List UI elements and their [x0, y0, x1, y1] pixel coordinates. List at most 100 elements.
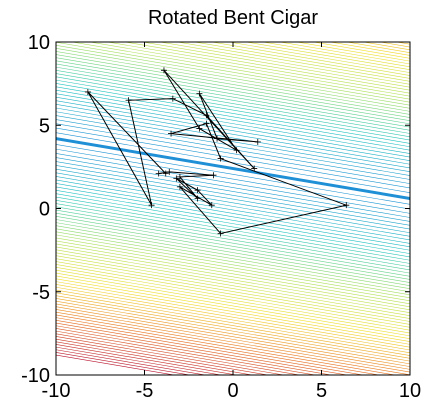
- series-point: [125, 97, 132, 104]
- contour-line: [56, 352, 192, 375]
- series-point: [169, 95, 176, 102]
- contour-line: [345, 42, 410, 53]
- contour-line: [56, 234, 410, 296]
- contour-line: [56, 96, 410, 158]
- contour-line: [56, 309, 410, 370]
- contour-line: [56, 83, 410, 144]
- contour-line: [56, 212, 410, 274]
- series-point: [196, 125, 203, 132]
- contour-line: [56, 219, 410, 280]
- series-point: [162, 170, 169, 177]
- series-point: [210, 172, 217, 179]
- y-tick-label: 0: [39, 199, 50, 221]
- contour-line: [328, 42, 410, 56]
- contour-line: [56, 60, 410, 122]
- contour-line: [56, 255, 410, 316]
- series-point: [194, 187, 201, 194]
- contour-line: [56, 45, 410, 106]
- contour-line: [261, 42, 410, 68]
- contour-line: [56, 179, 410, 241]
- contour-line: [56, 57, 410, 118]
- series-point: [214, 135, 221, 142]
- contour-line: [56, 314, 410, 375]
- series-point: [203, 112, 210, 119]
- contour-line: [56, 144, 410, 205]
- contour-line: [88, 42, 410, 97]
- contour-line: [56, 51, 410, 112]
- contour-line: [56, 86, 410, 148]
- contour-line: [56, 216, 410, 277]
- contour-line: [56, 119, 410, 180]
- contour-line: [56, 349, 207, 375]
- contour-line: [158, 42, 410, 85]
- contour-line: [56, 157, 410, 218]
- contour-line: [56, 336, 286, 375]
- contour-line: [56, 338, 270, 375]
- contour-line: [56, 63, 410, 125]
- series-point: [343, 202, 350, 209]
- contour-background: [56, 0, 410, 375]
- contour-line: [56, 183, 410, 244]
- contour-line: [56, 281, 410, 342]
- series-point: [160, 67, 167, 74]
- x-tick-label: 0: [227, 380, 238, 402]
- contour-line: [56, 176, 410, 237]
- contour-line: [56, 225, 410, 286]
- series-point: [194, 195, 201, 202]
- contour-line: [56, 209, 410, 271]
- contour-line: [56, 322, 365, 375]
- contour-line: [56, 298, 410, 359]
- contour-line: [56, 311, 410, 373]
- series-point: [173, 175, 180, 182]
- contour-line: [56, 272, 410, 334]
- contour-line: [56, 252, 410, 314]
- contour-line: [56, 222, 410, 283]
- contour-line: [56, 249, 410, 311]
- contour-line: [56, 168, 410, 230]
- contour-line: [56, 278, 410, 340]
- contour-line: [56, 73, 410, 134]
- contour-line: [56, 306, 410, 367]
- contour-line: [56, 42, 410, 103]
- contour-line: [70, 42, 410, 100]
- contour-line: [56, 206, 410, 268]
- contour-line: [56, 346, 223, 375]
- contour-line: [56, 104, 410, 165]
- contour-line: [56, 66, 410, 128]
- contour-line: [56, 0, 410, 6]
- contour-line: [56, 231, 410, 293]
- contour-line: [193, 42, 410, 79]
- contour-line: [56, 264, 410, 325]
- contour-line: [56, 193, 410, 254]
- y-tick-label: -5: [32, 282, 50, 304]
- contour-line: [56, 111, 410, 172]
- contour-line: [56, 330, 317, 375]
- x-tick-label: 5: [316, 380, 327, 402]
- contour-line: [56, 76, 410, 138]
- contour-line: [56, 70, 410, 131]
- series-point: [251, 165, 258, 172]
- contour-line: [56, 79, 410, 141]
- contour-line: [56, 228, 410, 290]
- contour-line: [56, 89, 410, 151]
- contour-line: [56, 153, 410, 214]
- contour-line: [311, 42, 410, 59]
- x-tick-label: -10: [42, 380, 71, 402]
- tick-labels: -10 -5 0 5 10 -10 -5 0 5 10: [21, 32, 421, 402]
- contour-line: [56, 284, 410, 345]
- contour-line: [56, 243, 410, 305]
- series-point: [217, 155, 224, 162]
- contour-line: [56, 317, 397, 375]
- x-tick-label: -5: [136, 380, 154, 402]
- series-point: [166, 168, 173, 175]
- contour-line: [56, 203, 410, 264]
- contour-line: [56, 172, 410, 234]
- contour-line: [141, 42, 410, 88]
- series-point: [176, 173, 183, 180]
- contour-line: [56, 237, 410, 299]
- contour-line: [56, 127, 410, 189]
- contour-line: [56, 240, 410, 302]
- contour-line: [56, 292, 410, 354]
- series-point: [217, 230, 224, 237]
